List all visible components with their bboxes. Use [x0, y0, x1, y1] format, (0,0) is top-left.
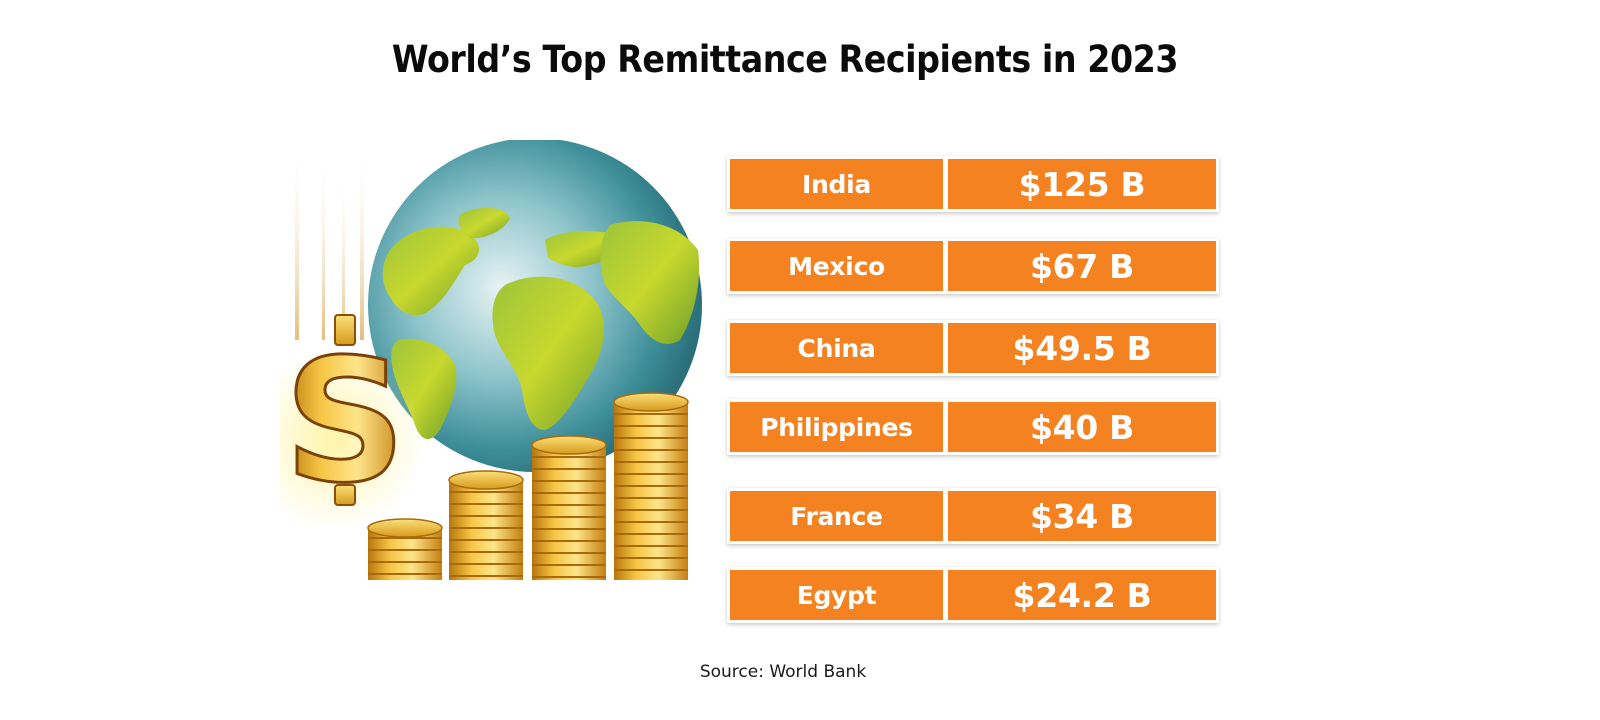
country-cell: France — [730, 491, 943, 541]
table-row: Mexico $67 B — [727, 238, 1219, 294]
table-row: Egypt $24.2 B — [727, 567, 1219, 623]
table-row: China $49.5 B — [727, 320, 1219, 376]
page-title: World’s Top Remittance Recipients in 202… — [391, 38, 1179, 81]
value-cell: $125 B — [948, 159, 1216, 209]
svg-text:S: S — [284, 323, 406, 521]
value-cell: $67 B — [948, 241, 1216, 291]
value-cell: $24.2 B — [948, 570, 1216, 620]
globe-icon — [368, 140, 702, 472]
dollar-sign-icon: S — [282, 314, 408, 523]
value-cell: $49.5 B — [948, 323, 1216, 373]
country-cell: Egypt — [730, 570, 943, 620]
country-cell: Mexico — [730, 241, 943, 291]
table-row: Philippines $40 B — [727, 399, 1219, 455]
globe-coins-illustration: S — [280, 140, 702, 580]
coin-stack-icon — [367, 392, 689, 580]
country-cell: India — [730, 159, 943, 209]
source-note: Source: World Bank — [699, 662, 867, 682]
country-cell: Philippines — [730, 402, 943, 452]
table-row: India $125 B — [727, 156, 1219, 212]
table-row: France $34 B — [727, 488, 1219, 544]
value-cell: $34 B — [948, 491, 1216, 541]
value-cell: $40 B — [948, 402, 1216, 452]
country-cell: China — [730, 323, 943, 373]
